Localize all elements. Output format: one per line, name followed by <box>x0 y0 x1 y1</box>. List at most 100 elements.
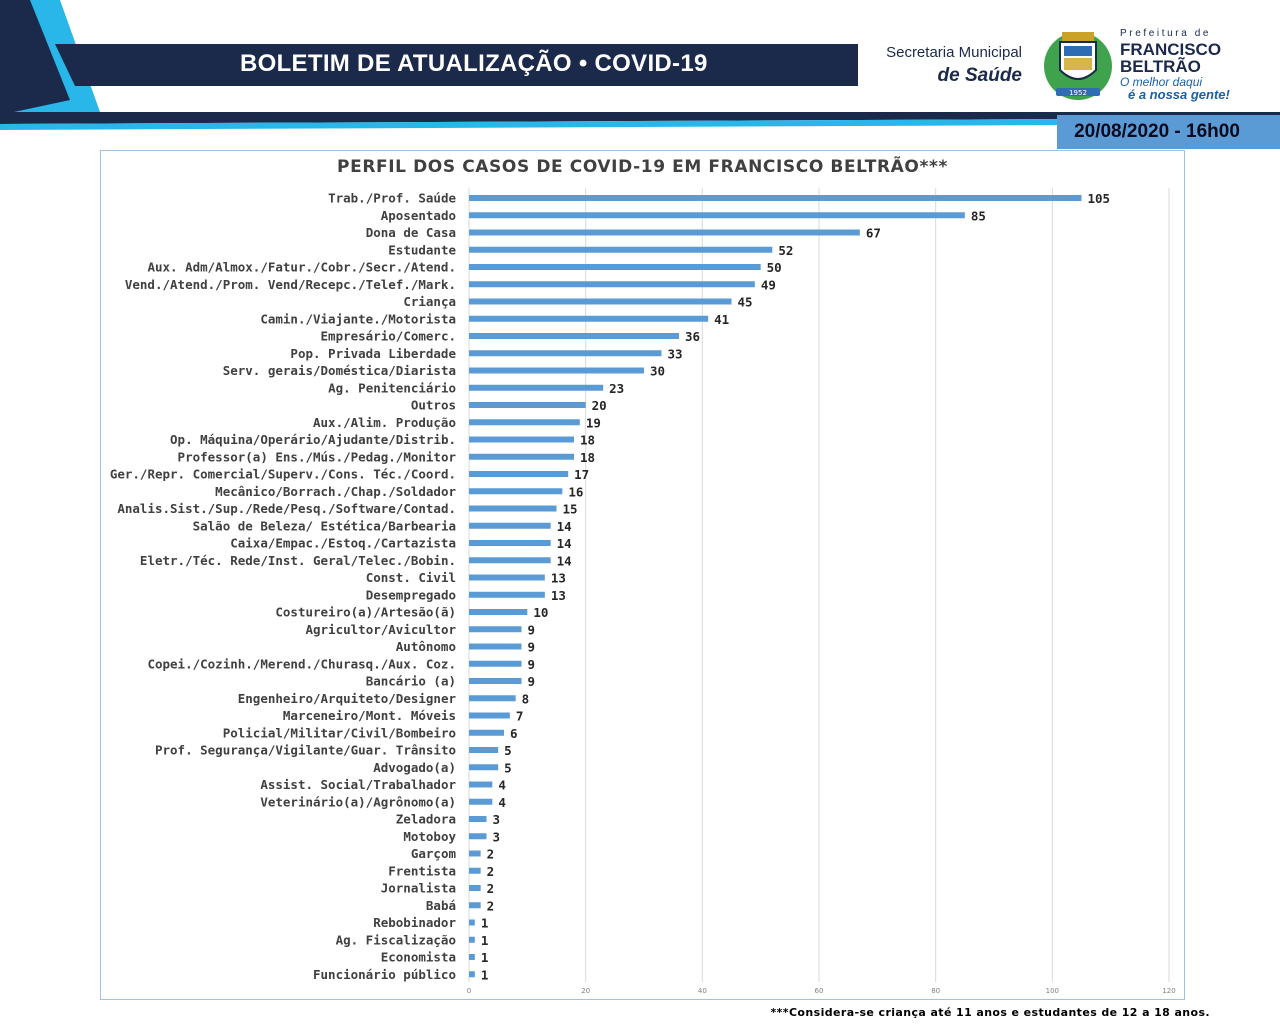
bar <box>469 660 522 667</box>
value-label: 14 <box>557 553 572 568</box>
bar <box>469 488 563 495</box>
category-label: Ag. Penitenciário <box>328 380 456 395</box>
bar <box>469 522 551 529</box>
bar <box>469 712 510 719</box>
value-label: 5 <box>504 760 512 775</box>
value-label: 50 <box>767 260 782 275</box>
value-label: 3 <box>493 829 501 844</box>
category-label: Advogado(a) <box>373 760 456 775</box>
bar <box>469 195 1082 201</box>
category-label: Autônomo <box>396 639 456 654</box>
category-label: Mecânico/Borrach./Chap./Soldador <box>215 484 456 499</box>
bar <box>469 729 504 736</box>
value-label: 49 <box>761 277 776 292</box>
x-tick-label: 0 <box>467 987 471 995</box>
value-label: 67 <box>866 226 881 241</box>
category-label: Const. Civil <box>366 570 456 585</box>
value-label: 6 <box>510 726 518 741</box>
slogan-line2: é a nossa gente! <box>1128 87 1230 102</box>
prefeitura-label: Prefeitura de <box>1120 28 1212 39</box>
value-label: 8 <box>522 691 530 706</box>
value-label: 3 <box>493 812 501 827</box>
bar <box>469 229 860 236</box>
bar <box>469 540 551 546</box>
value-label: 105 <box>1088 191 1111 206</box>
value-label: 9 <box>528 622 536 637</box>
bar <box>469 402 586 408</box>
value-label: 18 <box>580 450 595 465</box>
value-label: 1 <box>481 916 489 931</box>
chart-title: PERFIL DOS CASOS DE COVID-19 EM FRANCISC… <box>337 157 948 177</box>
category-label: Bancário (a) <box>366 674 456 689</box>
category-label: Outros <box>411 398 456 413</box>
value-label: 2 <box>487 898 495 913</box>
bar <box>469 281 755 288</box>
x-tick-label: 100 <box>1046 987 1059 995</box>
value-label: 41 <box>714 312 729 327</box>
bar <box>469 954 475 960</box>
value-label: 1 <box>481 967 489 982</box>
header-band <box>0 0 1280 130</box>
bar <box>469 419 580 426</box>
bar <box>469 436 574 443</box>
x-tick-label: 80 <box>931 987 940 995</box>
slogan-line1: O melhor daqui <box>1120 75 1203 89</box>
category-label: Empresário/Comerc. <box>321 329 456 344</box>
value-label: 16 <box>568 484 583 499</box>
x-tick-label: 20 <box>581 987 590 995</box>
category-label: Frentista <box>388 863 456 878</box>
chart-frame <box>100 150 1185 1000</box>
bar <box>469 246 773 253</box>
bar <box>469 867 481 874</box>
bar <box>469 333 679 339</box>
value-label: 13 <box>551 571 566 586</box>
bar <box>469 591 545 598</box>
category-label: Economista <box>381 950 456 965</box>
category-label: Camin./Viajante./Motorista <box>260 311 456 326</box>
value-label: 13 <box>551 588 566 603</box>
value-label: 30 <box>650 364 665 379</box>
bar <box>469 971 475 978</box>
crest-icon: 1952 <box>1044 32 1112 100</box>
category-label: Eletr./Téc. Rede/Inst. Geral/Telec./Bobi… <box>140 553 456 568</box>
header-underline-dark <box>0 112 1280 124</box>
category-label: Agricultor/Avicultor <box>305 622 456 637</box>
category-label: Engenheiro/Arquiteto/Designer <box>238 691 457 706</box>
value-label: 7 <box>516 709 524 724</box>
value-label: 2 <box>487 847 495 862</box>
date-text: 20/08/2020 - 16h00 <box>1074 121 1240 142</box>
bar <box>469 850 481 857</box>
bar <box>469 557 551 564</box>
value-label: 14 <box>557 519 572 534</box>
bar <box>469 885 481 891</box>
category-label: Jornalista <box>381 881 456 896</box>
category-label: Ger./Repr. Comercial/Superv./Cons. Téc./… <box>110 467 456 482</box>
value-label: 4 <box>498 778 506 793</box>
bar <box>469 609 528 615</box>
bar <box>469 505 557 512</box>
footnote: ***Considera-se criança até 11 anos e es… <box>770 1006 1210 1019</box>
bar <box>469 781 493 788</box>
x-tick-label: 120 <box>1162 987 1175 995</box>
bar <box>469 643 522 650</box>
value-label: 85 <box>971 208 986 223</box>
crest-year: 1952 <box>1069 89 1087 97</box>
category-label: Trab./Prof. Saúde <box>328 191 456 206</box>
secretaria-subtitle: de Saúde <box>937 65 1022 86</box>
category-label: Ag. Fiscalização <box>336 932 456 947</box>
category-label: Op. Máquina/Operário/Ajudante/Distrib. <box>170 432 456 447</box>
x-tick-label: 40 <box>698 987 707 995</box>
bar <box>469 798 493 805</box>
category-label: Rebobinador <box>373 915 456 930</box>
value-label: 17 <box>574 467 589 482</box>
bar <box>469 695 516 702</box>
bar <box>469 833 487 840</box>
category-label: Costureiro(a)/Artesão(ã) <box>275 605 456 620</box>
bar <box>469 747 499 753</box>
city-name-line1: FRANCISCO <box>1120 40 1222 59</box>
category-label: Copei./Cozinh./Merend./Churasq./Aux. Coz… <box>147 656 456 671</box>
header-underline-light <box>0 118 1280 130</box>
category-label: Garçom <box>411 846 457 861</box>
category-label: Funcionário público <box>313 967 456 982</box>
